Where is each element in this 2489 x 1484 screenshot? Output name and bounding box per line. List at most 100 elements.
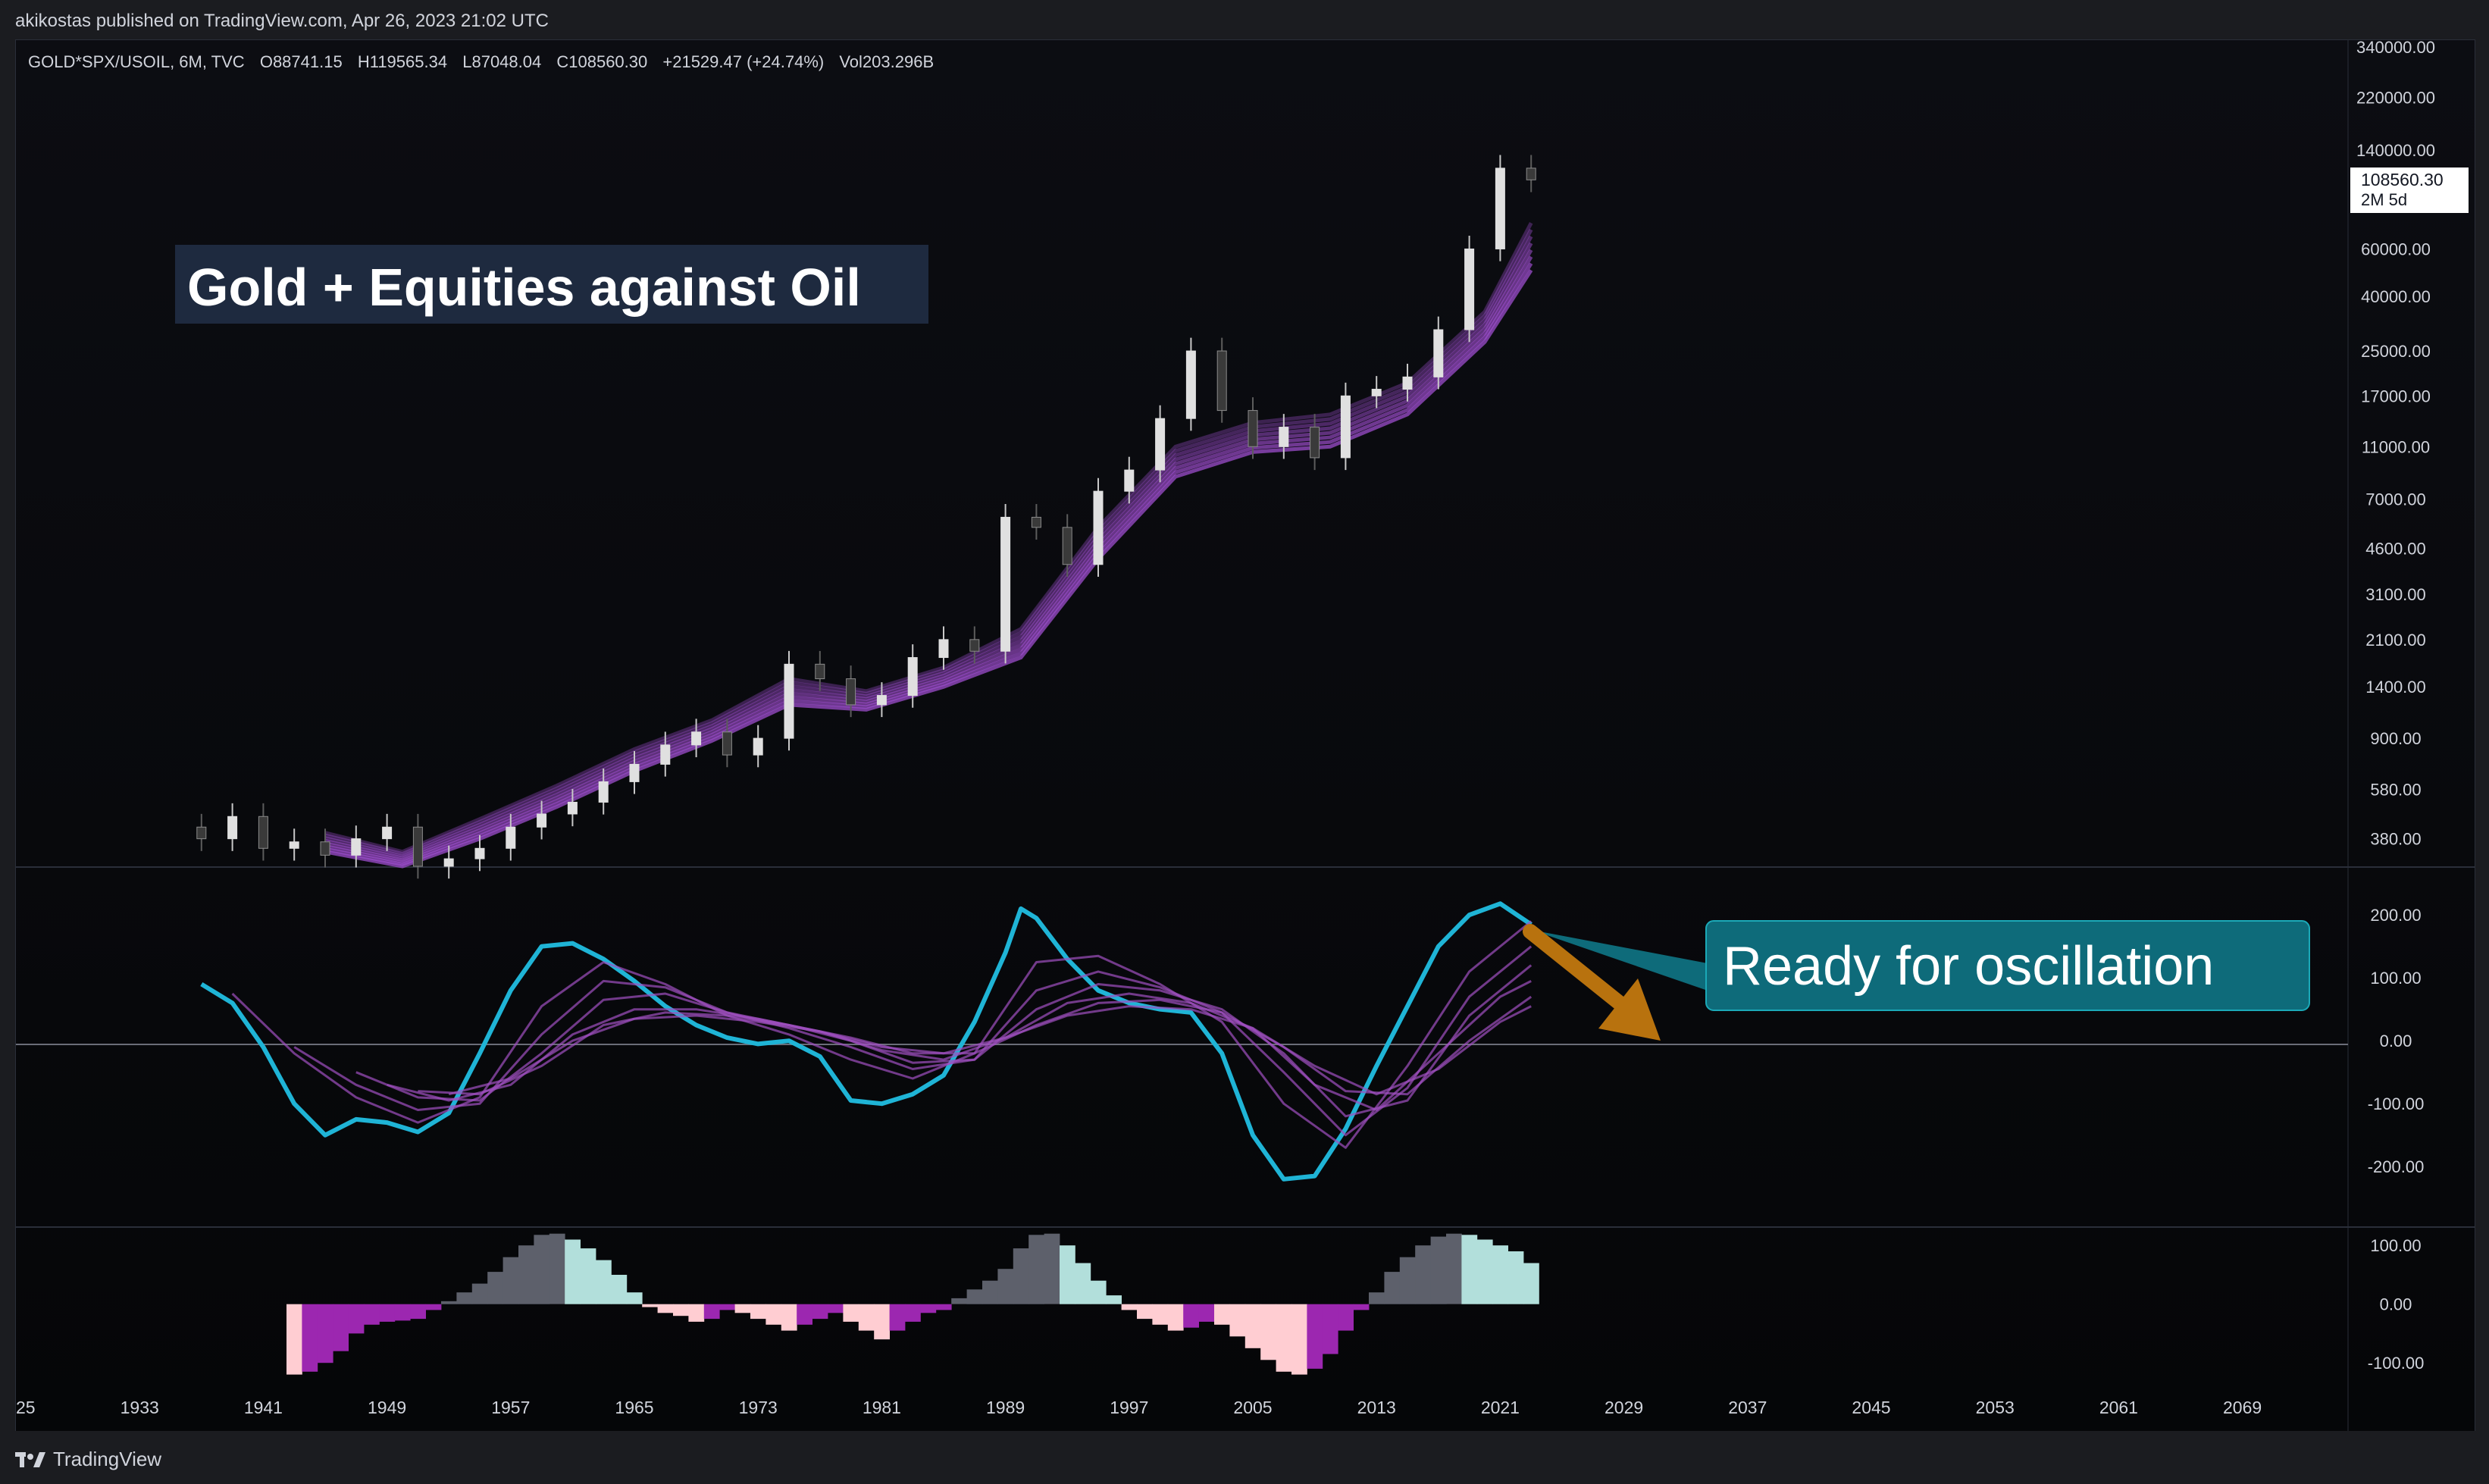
title-annotation: Gold + Equities against Oil [187, 258, 861, 317]
candle-body [289, 841, 299, 849]
histogram-bar [1183, 1304, 1199, 1328]
price-axis-tick: 3100.00 [2365, 585, 2426, 604]
histogram-bar [410, 1304, 426, 1320]
candle-body [351, 838, 362, 856]
publish-header: akikostas published on TradingView.com, … [0, 0, 2489, 42]
histogram-bar [534, 1235, 550, 1304]
histogram-bar [441, 1301, 457, 1304]
histogram-bar [1307, 1304, 1323, 1369]
price-axis-tick: 900.00 [2370, 729, 2421, 748]
tradingview-icon [15, 1451, 45, 1467]
ribbon-line [324, 262, 1533, 866]
ribbon-line [324, 269, 1533, 869]
histogram-bar [843, 1304, 859, 1322]
callout-box [1705, 920, 2310, 1011]
ribbon-moving-averages [324, 222, 1533, 869]
histogram-bar [688, 1304, 705, 1322]
candle-body [907, 657, 918, 697]
candle-body [567, 801, 578, 815]
candle-body [815, 663, 825, 680]
histogram-bar [1152, 1304, 1169, 1325]
candle-body [1371, 389, 1382, 396]
oscillator-signal-line [448, 1005, 1532, 1096]
histogram-bar [456, 1292, 473, 1304]
histogram-bar [905, 1304, 921, 1322]
title-annotation-box[interactable] [175, 245, 928, 324]
candle-body [227, 816, 238, 840]
histogram-bar [565, 1239, 581, 1304]
chart-canvas[interactable]: GOLD*SPX/USOIL, 6M, TVC O88741.15 H11956… [16, 40, 2475, 1432]
price-axis-tick: 380.00 [2370, 830, 2421, 849]
chart-frame[interactable]: GOLD*SPX/USOIL, 6M, TVC O88741.15 H11956… [15, 39, 2475, 1432]
price-axis-tick: 40000.00 [2361, 287, 2431, 306]
candlesticks [196, 155, 1536, 879]
histogram-bar [703, 1304, 720, 1320]
histogram-bar [333, 1304, 349, 1351]
time-axis-tick: 2061 [2099, 1398, 2138, 1417]
price-axis-tick: 140000.00 [2356, 141, 2435, 160]
histogram-bars [286, 1233, 1539, 1375]
candle-body [537, 813, 547, 828]
histogram-bar [379, 1304, 396, 1322]
time-axis-tick: 2013 [1357, 1398, 1396, 1417]
time-axis-tick: 2037 [1728, 1398, 1767, 1417]
histogram-bar [1399, 1257, 1416, 1304]
histogram-bar [750, 1304, 766, 1320]
time-axis-tick: 2045 [1852, 1398, 1890, 1417]
last-price-badge [2350, 167, 2469, 213]
volume-value: 203.296B [863, 52, 934, 71]
oscillator-signal-line [418, 995, 1533, 1096]
candle-body [938, 639, 949, 659]
candle-body [598, 781, 609, 803]
histogram-bar [364, 1304, 380, 1325]
histogram-bar [1430, 1236, 1447, 1304]
ribbon-line [324, 249, 1533, 863]
histogram-bar [673, 1304, 689, 1317]
price-axis-tick: 2100.00 [2365, 631, 2426, 650]
histogram-bar [1476, 1239, 1493, 1304]
price-axis[interactable]: 340000.00 220000.00 140000.00 60000.00 40000… [2356, 40, 2435, 1373]
ribbon-line [324, 235, 1533, 858]
price-axis-tick: 580.00 [2370, 781, 2421, 800]
histogram-bar [1044, 1233, 1060, 1304]
down-arrow-icon[interactable] [1523, 924, 1661, 1041]
histogram-bar [1338, 1304, 1354, 1331]
symbol-legend[interactable]: GOLD*SPX/USOIL, 6M, TVC O88741.15 H11956… [28, 52, 934, 71]
callout-pointer [1532, 930, 1708, 991]
histogram-bar [765, 1304, 782, 1325]
price-axis-tick: 11000.00 [2362, 437, 2430, 456]
histogram-bar [874, 1304, 890, 1340]
candle-body [1248, 410, 1258, 447]
oscillator-signal-line [231, 920, 1533, 1149]
candle-body [969, 639, 980, 652]
histogram-bar [502, 1257, 519, 1304]
histogram-bar [951, 1298, 967, 1304]
histogram-bar [348, 1304, 365, 1334]
histogram-bar [1075, 1263, 1091, 1304]
candle-body [474, 847, 485, 859]
bar-countdown: 2M 5d [2361, 190, 2407, 209]
histogram-axis-tick: 0.00 [2380, 1295, 2412, 1314]
time-axis-tick: 1997 [1110, 1398, 1148, 1417]
histogram-bar [317, 1304, 333, 1363]
histogram-bar [1121, 1304, 1138, 1310]
tradingview-logo[interactable]: TradingView [15, 1448, 161, 1471]
histogram-bar [935, 1304, 952, 1310]
histogram-bar [1028, 1235, 1044, 1304]
histogram-bar [1276, 1304, 1292, 1372]
publish-info: akikostas published on TradingView.com, … [15, 11, 549, 31]
high-label: H [358, 52, 370, 71]
candle-body [660, 744, 671, 765]
histogram-bar [1461, 1235, 1478, 1304]
histogram-bar [997, 1269, 1014, 1304]
candle-body [506, 826, 516, 849]
time-axis[interactable]: 1925 1933 1941 1949 1957 1965 1973 1981 1989 1997… [16, 1398, 2262, 1417]
histogram-bar [828, 1304, 844, 1313]
candle-body [722, 731, 732, 756]
footer: TradingView [0, 1431, 2489, 1484]
callout-annotation[interactable]: Ready for oscillation [1532, 920, 2310, 1011]
close-label: C [556, 52, 568, 71]
candle-body [196, 826, 207, 840]
callout-text: Ready for oscillation [1723, 936, 2214, 997]
histogram-bar [549, 1233, 565, 1304]
